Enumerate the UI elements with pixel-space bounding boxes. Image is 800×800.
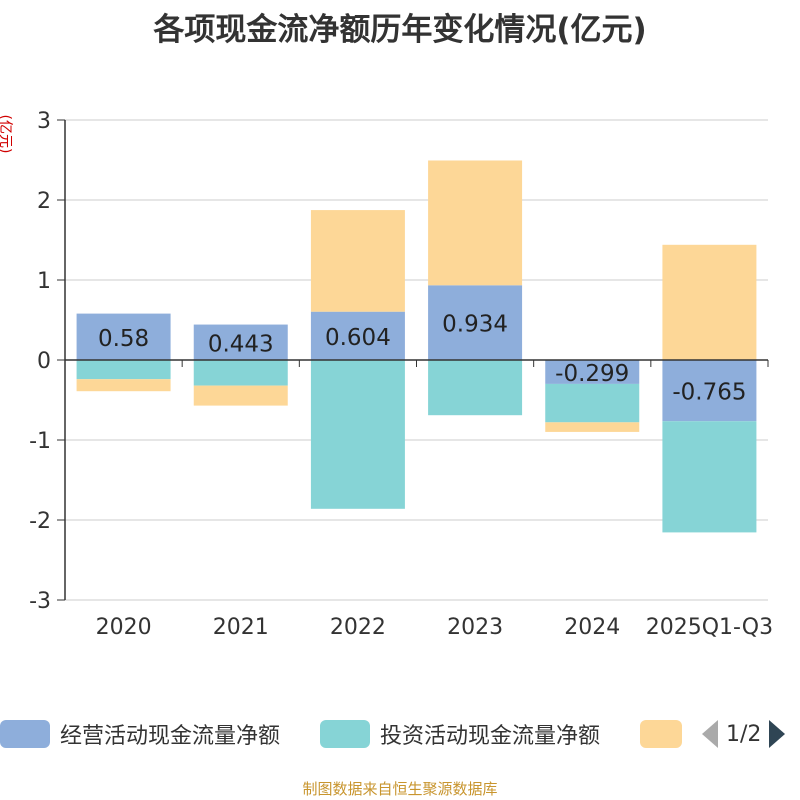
- legend-swatch-operating: [0, 720, 50, 748]
- bar-operating: [193, 324, 288, 360]
- y-tick-label: 1: [37, 269, 51, 294]
- y-tick-label: -1: [29, 429, 51, 454]
- x-tick-label: 2023: [447, 615, 503, 640]
- legend-swatch-investing: [320, 720, 370, 748]
- x-tick-label: 2022: [330, 615, 386, 640]
- bar-operating: [662, 360, 757, 422]
- data-labels: 0.58 0.443 0.604 0.934 -0.299 -0.765: [98, 312, 747, 406]
- legend-item-operating[interactable]: 经营活动现金流量净额: [0, 714, 280, 754]
- grid-lines: [65, 119, 768, 601]
- bars: [76, 160, 757, 533]
- data-label: 0.934: [442, 312, 508, 338]
- axes: 3 2 1 0 -1 -2 -3 2020 2021 2022 2023 2024 2025Q1-Q3: [29, 109, 773, 640]
- legend: 经营活动现金流量净额 投资活动现金流量净额 1/2: [0, 714, 800, 754]
- bar-financing: [193, 385, 288, 406]
- x-tick-label: 2021: [213, 615, 269, 640]
- bar-financing: [545, 422, 640, 432]
- bar-financing: [428, 160, 523, 286]
- data-label: -0.765: [672, 380, 746, 406]
- y-tick-label: -2: [29, 509, 51, 534]
- x-tick-label: 2024: [564, 615, 620, 640]
- legend-label-operating: 经营活动现金流量净额: [60, 724, 281, 749]
- y-tick-label: -3: [29, 589, 51, 614]
- data-source-note: 制图数据来自恒生聚源数据库: [302, 780, 498, 798]
- bar-operating: [545, 360, 640, 384]
- legend-item-investing[interactable]: 投资活动现金流量净额: [320, 714, 600, 754]
- legend-item-financing[interactable]: [640, 714, 682, 754]
- bar-financing: [310, 210, 405, 312]
- bar-operating: [310, 311, 405, 360]
- bar-financing: [662, 244, 757, 360]
- pager-page-indicator: 1/2: [726, 721, 762, 747]
- bar-investing: [545, 383, 640, 423]
- bar-investing: [662, 421, 757, 533]
- x-tick-label: 2020: [96, 615, 152, 640]
- y-tick-label: 0: [37, 349, 51, 374]
- y-tick-label: 2: [37, 189, 51, 214]
- bar-investing: [193, 360, 288, 386]
- data-label: 0.443: [208, 331, 274, 357]
- x-tick-label: 2025Q1-Q3: [646, 615, 773, 640]
- bar-investing: [310, 360, 405, 509]
- bar-investing: [428, 360, 523, 416]
- data-label: -0.299: [555, 361, 629, 387]
- pager-next-icon[interactable]: [769, 720, 787, 748]
- bar-operating: [76, 313, 171, 360]
- chart-title: 各项现金流净额历年变化情况(亿元): [153, 12, 647, 48]
- pager-prev-icon[interactable]: [700, 720, 718, 748]
- y-tick-label: 3: [37, 109, 51, 134]
- data-label: 0.604: [325, 325, 391, 351]
- legend-swatch-financing: [640, 720, 682, 748]
- bar-financing: [76, 379, 171, 392]
- legend-label-investing: 投资活动现金流量净额: [380, 724, 601, 749]
- bar-investing: [76, 360, 171, 380]
- legend-pager: 1/2: [700, 714, 787, 754]
- data-label: 0.58: [98, 326, 149, 352]
- bar-operating: [428, 285, 523, 360]
